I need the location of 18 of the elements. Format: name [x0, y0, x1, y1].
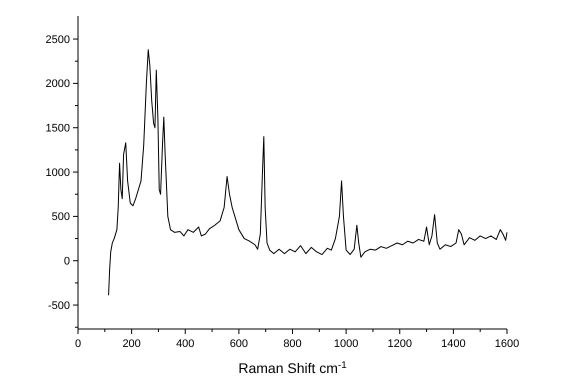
line-series [108, 49, 508, 296]
y-tick-label: 500 [52, 211, 70, 224]
y-tick-label: 2500 [46, 34, 70, 46]
x-tick-label: 600 [230, 338, 248, 350]
x-tick-label: 1400 [441, 338, 466, 350]
x-tick-label: 1600 [494, 338, 520, 350]
y-tick-label: 0 [64, 256, 70, 268]
y-tick-label: 2000 [46, 78, 70, 90]
x-tick-label: 1200 [388, 338, 412, 350]
x-tick-label: 1000 [334, 338, 358, 350]
x-tick-label: 800 [283, 338, 302, 350]
x-axis-title: Raman Shift cm$^{-1}$ [238, 360, 347, 376]
x-tick-label: 200 [122, 338, 141, 350]
x-tick-label: 400 [176, 338, 194, 350]
x-tick-label: 0 [74, 338, 82, 350]
y-tick-label: 1000 [46, 166, 70, 179]
y-tick-label: -500 [48, 300, 70, 312]
y-tick-label: 1500 [46, 122, 70, 135]
